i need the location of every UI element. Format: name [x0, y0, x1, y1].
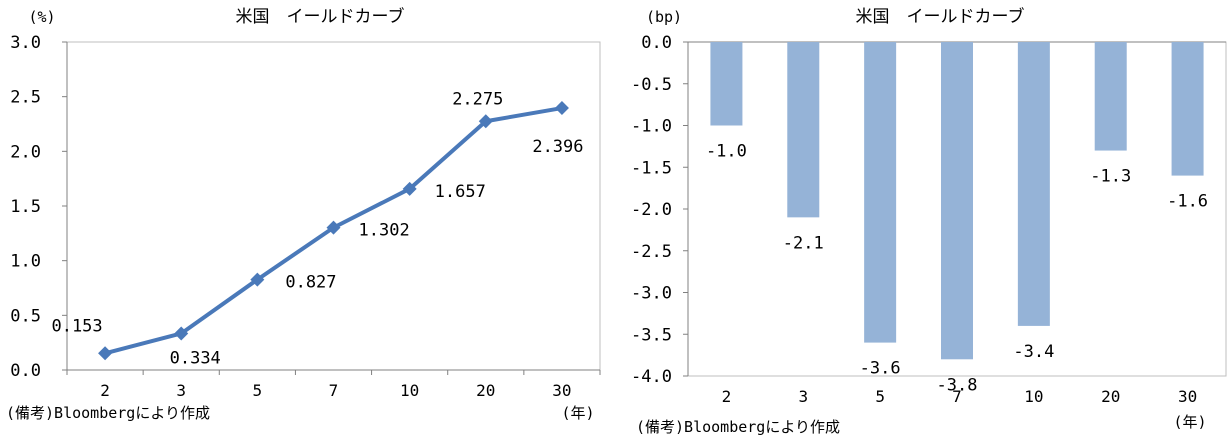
left-x-tick-label: 5 — [253, 381, 263, 400]
left-x-tick-label: 10 — [400, 381, 419, 400]
left-x-tick-label: 2 — [100, 381, 110, 400]
right-y-tick-label: -3.5 — [631, 325, 672, 345]
left-data-label: 2.275 — [452, 89, 503, 109]
left-data-label: 0.334 — [170, 348, 221, 368]
right-data-label: -3.4 — [1013, 342, 1054, 362]
yield-data-point — [554, 101, 569, 116]
yield-data-point — [326, 220, 341, 235]
left-data-label: 2.396 — [532, 137, 583, 157]
right-data-label: -1.3 — [1090, 167, 1131, 187]
right-x-tick-label: 2 — [722, 387, 732, 406]
right-x-tick-label: 7 — [952, 387, 962, 406]
left-x-tick-label: 7 — [329, 381, 339, 400]
right-data-label: -2.1 — [783, 233, 824, 253]
change-bar — [864, 42, 897, 343]
right-data-label: -1.0 — [706, 142, 747, 162]
change-bar — [787, 42, 820, 218]
right-data-label: -1.6 — [1167, 192, 1208, 212]
right-x-unit-label: (年) — [1173, 413, 1206, 431]
right-y-tick-label: -1.5 — [631, 158, 672, 178]
yield-data-point — [402, 181, 417, 196]
right-unit-label: (bp) — [646, 8, 682, 26]
left-plot-frame — [66, 41, 601, 371]
left-data-label: 1.302 — [359, 221, 410, 241]
right-y-tick-label: 0.0 — [641, 33, 672, 53]
right-data-labels: -1.0 -2.1 -3.6 -3.8 -3.4 -1.3 -1.6 — [706, 142, 1208, 396]
right-bars — [710, 42, 1204, 360]
left-x-tick-label: 3 — [176, 381, 186, 400]
right-source-note: (備考)Bloombergにより作成 — [636, 418, 840, 436]
left-y-ticks: 0.0 0.5 1.0 1.5 2.0 2.5 3.0 — [10, 33, 67, 381]
left-markers — [98, 101, 569, 361]
left-data-label: 1.657 — [435, 182, 486, 202]
change-bar — [710, 42, 743, 126]
yield-data-point — [98, 346, 113, 361]
left-y-tick-label: 0.0 — [10, 361, 41, 381]
left-chart: 米国 イールドカーブ (%) 0.0 0.5 1.0 1.5 2.0 2.5 3.0 2 3 5… — [6, 6, 601, 422]
left-x-tick-label: 20 — [476, 381, 495, 400]
left-source-note: (備考)Bloombergにより作成 — [6, 404, 210, 422]
right-y-tick-label: -3.0 — [631, 284, 672, 304]
right-y-tick-label: -0.5 — [631, 75, 672, 95]
left-data-labels: 0.153 0.334 0.827 1.302 1.657 2.275 2.396 — [51, 89, 583, 368]
left-x-unit-label: (年) — [561, 404, 594, 422]
right-x-ticks: 2 3 5 7 10 20 30 — [722, 387, 1198, 406]
right-x-tick-label: 20 — [1101, 387, 1120, 406]
change-bar — [1017, 42, 1050, 326]
left-x-tick-label: 30 — [552, 381, 571, 400]
change-bar — [1171, 42, 1204, 176]
left-y-tick-label: 0.5 — [10, 306, 41, 326]
right-y-tick-label: -4.0 — [631, 367, 672, 387]
change-bar — [1094, 42, 1127, 151]
right-y-tick-label: -1.0 — [631, 117, 672, 137]
left-data-label: 0.827 — [285, 273, 336, 293]
right-data-label: -3.6 — [860, 359, 901, 379]
left-y-tick-label: 1.0 — [10, 252, 41, 272]
change-bar — [941, 42, 973, 360]
left-unit-label: (%) — [28, 8, 55, 26]
right-y-ticks: 0.0 -0.5 -1.0 -1.5 -2.0 -2.5 -3.0 -3.5 -4.0 — [631, 33, 688, 387]
right-x-tick-label: 5 — [875, 387, 885, 406]
yield-data-point — [174, 326, 189, 341]
right-y-tick-label: -2.0 — [631, 200, 672, 220]
left-y-tick-label: 2.0 — [10, 142, 41, 162]
right-chart-title: 米国 イールドカーブ — [856, 6, 1025, 27]
left-y-tick-label: 3.0 — [10, 33, 41, 53]
right-x-tick-label: 30 — [1178, 387, 1197, 406]
right-x-tick-label: 3 — [798, 387, 808, 406]
right-data-label: -3.8 — [937, 375, 978, 395]
right-y-tick-label: -2.5 — [631, 242, 672, 262]
yield-data-point — [250, 272, 265, 287]
left-x-ticks: 2 3 5 7 10 20 30 — [66, 370, 601, 400]
yield-data-point — [478, 114, 493, 129]
left-data-label: 0.153 — [51, 316, 102, 336]
left-chart-title: 米国 イールドカーブ — [236, 6, 405, 27]
left-y-tick-label: 2.5 — [10, 88, 41, 108]
right-chart: 米国 イールドカーブ (bp) 0.0 -0.5 -1.0 -1.5 -2.0 -2.5 -… — [631, 6, 1227, 436]
right-x-tick-label: 10 — [1024, 387, 1043, 406]
left-y-tick-label: 1.5 — [10, 197, 41, 217]
